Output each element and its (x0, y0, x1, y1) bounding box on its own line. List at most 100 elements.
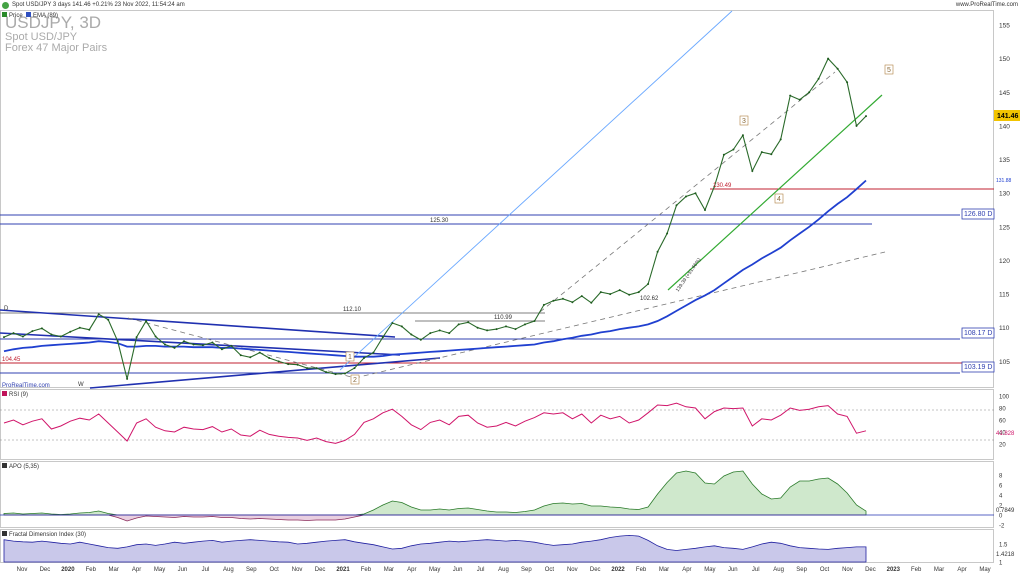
price-point (855, 124, 858, 127)
price-point (637, 291, 640, 294)
annotation-w: W (78, 382, 84, 388)
time-axis-label: Dec (315, 567, 326, 573)
time-axis-label: Jun (728, 567, 738, 573)
time-axis-label: May (154, 567, 165, 573)
time-axis-label: Nov (842, 567, 853, 573)
price-axis-tick: 145 (999, 90, 1010, 97)
apo-panel: APO (5,35) 8 6 4 2 0 -2 0.7849 (0, 463, 1015, 530)
level-lines (0, 188, 994, 374)
rsi-axis-tick: 60 (999, 419, 1006, 425)
price-point (173, 346, 176, 349)
rsi-axis-tick: 80 (999, 407, 1006, 413)
legend-ema-swatch (26, 12, 31, 17)
price-axis-tick: 125 (999, 224, 1010, 231)
price-point (344, 372, 346, 375)
legend: Price EMA (89) (2, 12, 58, 19)
time-axis-label: 2020 (61, 567, 75, 573)
price-point (448, 332, 451, 335)
apo-axis-tick: 0 (999, 514, 1003, 520)
time-axis-label: Sep (796, 567, 807, 573)
price-point (201, 344, 204, 347)
price-point (561, 297, 564, 300)
time-axis-label: Aug (223, 567, 234, 573)
level-box-108 (961, 327, 995, 339)
price-point (732, 148, 735, 151)
price-point (704, 209, 706, 211)
apo-swatch (2, 463, 7, 468)
price-point (656, 250, 659, 253)
price-point (211, 341, 214, 344)
price-point (230, 344, 233, 347)
annotation-110: 110.99 (494, 315, 513, 321)
price-point (154, 335, 157, 338)
price-point (315, 367, 318, 370)
price-point (192, 343, 195, 346)
price-point (476, 326, 479, 329)
price-point (722, 153, 725, 156)
price-point (88, 328, 91, 331)
price-point (40, 327, 43, 330)
price-point (258, 351, 261, 354)
price-point (505, 325, 507, 328)
price-axis-tick: 155 (999, 23, 1010, 30)
price-point (647, 283, 650, 285)
apo-negative-area (4, 514, 866, 522)
time-axis-label: Mar (659, 567, 669, 573)
fdi-axis: 1.51 (999, 543, 1008, 567)
price-point (97, 313, 100, 316)
price-point (400, 325, 403, 328)
fdi-area (3, 534, 867, 563)
time-axis-label: Sep (246, 567, 257, 573)
time-axis-label: Mar (384, 567, 394, 573)
price-point (694, 192, 697, 195)
time-axis-label: May (429, 567, 440, 573)
time-axis-label: Jul (752, 567, 760, 573)
time-axis-label: Apr (407, 567, 416, 573)
time-axis-label: Apr (132, 567, 141, 573)
fdi-panel: Fractal Dimension Index (30) 1.51 1.4218 (2, 531, 1015, 567)
time-axis-label: Aug (773, 567, 784, 573)
panel-frames (0, 10, 994, 563)
instrument-name: Spot USD/JPY (5, 31, 78, 43)
legend-ema: EMA (89) (33, 13, 58, 19)
apo-axis-tick: 4 (999, 494, 1003, 500)
price-point (685, 195, 687, 198)
time-axis-label: Aug (498, 567, 509, 573)
price-axis-tick: 120 (999, 258, 1010, 265)
current-price-label: 141.46 (997, 113, 1019, 120)
fdi-title: Fractal Dimension Index (30) (9, 532, 86, 538)
apo-positive-area (3, 470, 867, 516)
rsi-panel-frame (0, 389, 994, 460)
level-box-126 (961, 208, 995, 220)
time-axis-label: Dec (865, 567, 876, 573)
price-annotations: 125.30 112.10 110.99 130.49 104.45 D W 1… (2, 183, 732, 389)
price-point (438, 329, 441, 332)
settings-icon[interactable] (2, 2, 9, 9)
wave-label-2: 2 (353, 377, 357, 384)
time-axis-label: May (979, 567, 990, 573)
rsi-series-line (3, 402, 867, 444)
rsi-axis-tick: 100 (999, 395, 1010, 401)
legend-price-swatch (2, 12, 7, 17)
time-axis-label: Feb (636, 567, 647, 573)
price-axis-tick: 150 (999, 56, 1010, 63)
time-axis-label: Oct (270, 567, 280, 573)
price-point (164, 343, 166, 346)
wave-box-4 (774, 193, 784, 204)
trend-line-support (89, 357, 441, 389)
price-point (467, 321, 470, 324)
price-series-line (3, 57, 867, 380)
rsi-axis-tick: 20 (999, 443, 1006, 449)
fdi-swatch (2, 531, 7, 536)
annotation-104: 104.45 (2, 357, 21, 363)
trend-line-green (667, 94, 883, 291)
price-point (789, 94, 792, 97)
dashed-line-b (354, 251, 886, 379)
price-point (524, 323, 526, 326)
price-point (287, 363, 290, 366)
price-point (590, 301, 593, 304)
price-point (59, 335, 62, 338)
rsi-axis: 100 80 60 40 20 (999, 395, 1010, 449)
time-axis: Nov Dec 2020 Feb Mar Apr May Jun Jul Aug Sep Oct Nov… (17, 567, 991, 573)
